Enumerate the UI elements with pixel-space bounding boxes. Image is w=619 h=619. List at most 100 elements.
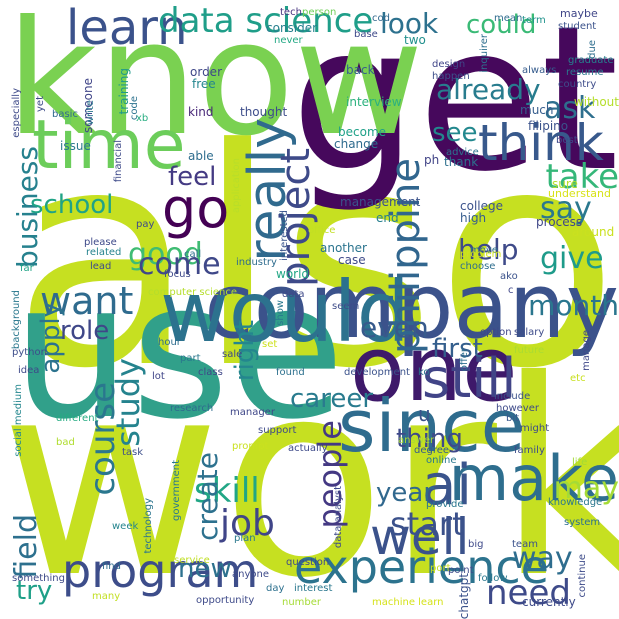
word-opportunity: opportunity [196, 595, 255, 606]
word-data-analyst: data analyst [333, 486, 344, 549]
word-well: well [370, 508, 470, 566]
word-include: include [494, 391, 531, 402]
word-lead: lead [90, 261, 112, 272]
word-good: good [128, 237, 203, 272]
word-still: still [422, 347, 517, 410]
word-sure: sure [552, 177, 578, 191]
word-data: data [282, 289, 305, 300]
word-follow: follow [478, 573, 508, 584]
word-find: find [102, 561, 121, 572]
word-knowledge: knowledge [548, 497, 603, 508]
word-help: help [458, 233, 519, 266]
word-come: come [138, 247, 221, 282]
word-support: support [258, 425, 297, 436]
word-development: development [344, 367, 410, 378]
word-give: give [540, 241, 604, 276]
word-experience: experience [294, 540, 549, 594]
word-answer: answer [398, 435, 435, 446]
word-move: move [470, 245, 498, 256]
word-thought: thought [240, 105, 288, 119]
word-application: application [231, 158, 242, 214]
word-hour: hour [158, 337, 181, 348]
word-bad: bad [56, 437, 75, 448]
word-financial: financial [113, 140, 124, 183]
word-cod: cod [372, 13, 390, 24]
word-high: high [460, 211, 487, 225]
word-one: one [350, 317, 518, 422]
word-thing: thing [396, 424, 463, 454]
word-always: always [522, 65, 557, 76]
word-interested: interested [279, 210, 290, 261]
word-class: class [198, 367, 223, 378]
word-design: design [432, 59, 466, 70]
word-salary: salary [514, 327, 545, 338]
word-manage: manage [581, 330, 592, 371]
word-manager: manager [230, 407, 275, 418]
word-field: field [9, 514, 44, 579]
word-learn: learn [66, 0, 188, 56]
word-team: team [512, 539, 538, 550]
word-show: show [275, 300, 286, 326]
word-question: question [286, 557, 330, 568]
word-day: day [266, 583, 285, 594]
word-know: know [6, 0, 424, 171]
word-number: number [282, 597, 322, 608]
word-ask: ask [544, 91, 596, 126]
word-happen: happen [432, 71, 470, 82]
word-many: many [92, 591, 121, 602]
word-time: time [32, 106, 186, 185]
word-government: government [171, 460, 182, 521]
word-person: person [302, 7, 337, 18]
word-different: different [56, 413, 99, 424]
word-inquirer: inquirer [479, 34, 490, 73]
word-make: make [448, 442, 619, 515]
word-consider: consider [266, 21, 318, 35]
word-problem: problem [460, 249, 502, 260]
word-say: say [540, 191, 592, 226]
word-also: also [11, 85, 619, 434]
word-far: far [20, 263, 34, 274]
word-ph: ph [424, 153, 440, 167]
word-management: management [340, 195, 421, 209]
word-report: report [420, 563, 451, 574]
word-set: set [262, 339, 278, 350]
word-machine-learn: machine learn [372, 597, 444, 608]
word-filipino: filipino [528, 119, 569, 133]
word-process: process [536, 215, 583, 229]
word-new: new [178, 554, 232, 584]
word-look: look [380, 7, 439, 40]
word-actually: actually [288, 443, 328, 454]
word-computer-science: computer science [148, 287, 238, 298]
word-without: without [573, 95, 619, 109]
word-found: found [276, 367, 305, 378]
word-never: never [274, 35, 303, 46]
word-continue: continue [577, 554, 588, 598]
word-see: see [432, 118, 478, 148]
word-option: option [480, 327, 512, 338]
word-try: try [16, 576, 53, 606]
word-understand: understand [548, 187, 611, 200]
word-need: need [486, 573, 571, 613]
word-write: write [85, 100, 96, 126]
word-background: background [11, 290, 22, 350]
word-office: office [308, 225, 336, 236]
word-much: much [520, 103, 554, 117]
word-degree: degree [414, 445, 450, 456]
word-tech: tech [280, 7, 302, 18]
word-even: even [360, 311, 429, 344]
word-back: back [346, 63, 375, 77]
word-career: career [290, 384, 374, 414]
word-get: get [290, 0, 619, 216]
word-take: take [545, 157, 619, 197]
word-feel: feel [168, 162, 217, 192]
word-idea: idea [18, 365, 40, 376]
word-focus: focus [164, 269, 191, 280]
word-big: big [468, 539, 484, 550]
word-chatgpt: chatgpt [457, 572, 471, 619]
word-student: student [558, 21, 597, 32]
word-may: may [553, 471, 619, 506]
word-technology: technology [143, 498, 154, 554]
word-c: c [508, 285, 514, 296]
word-sale: sale [222, 349, 243, 360]
